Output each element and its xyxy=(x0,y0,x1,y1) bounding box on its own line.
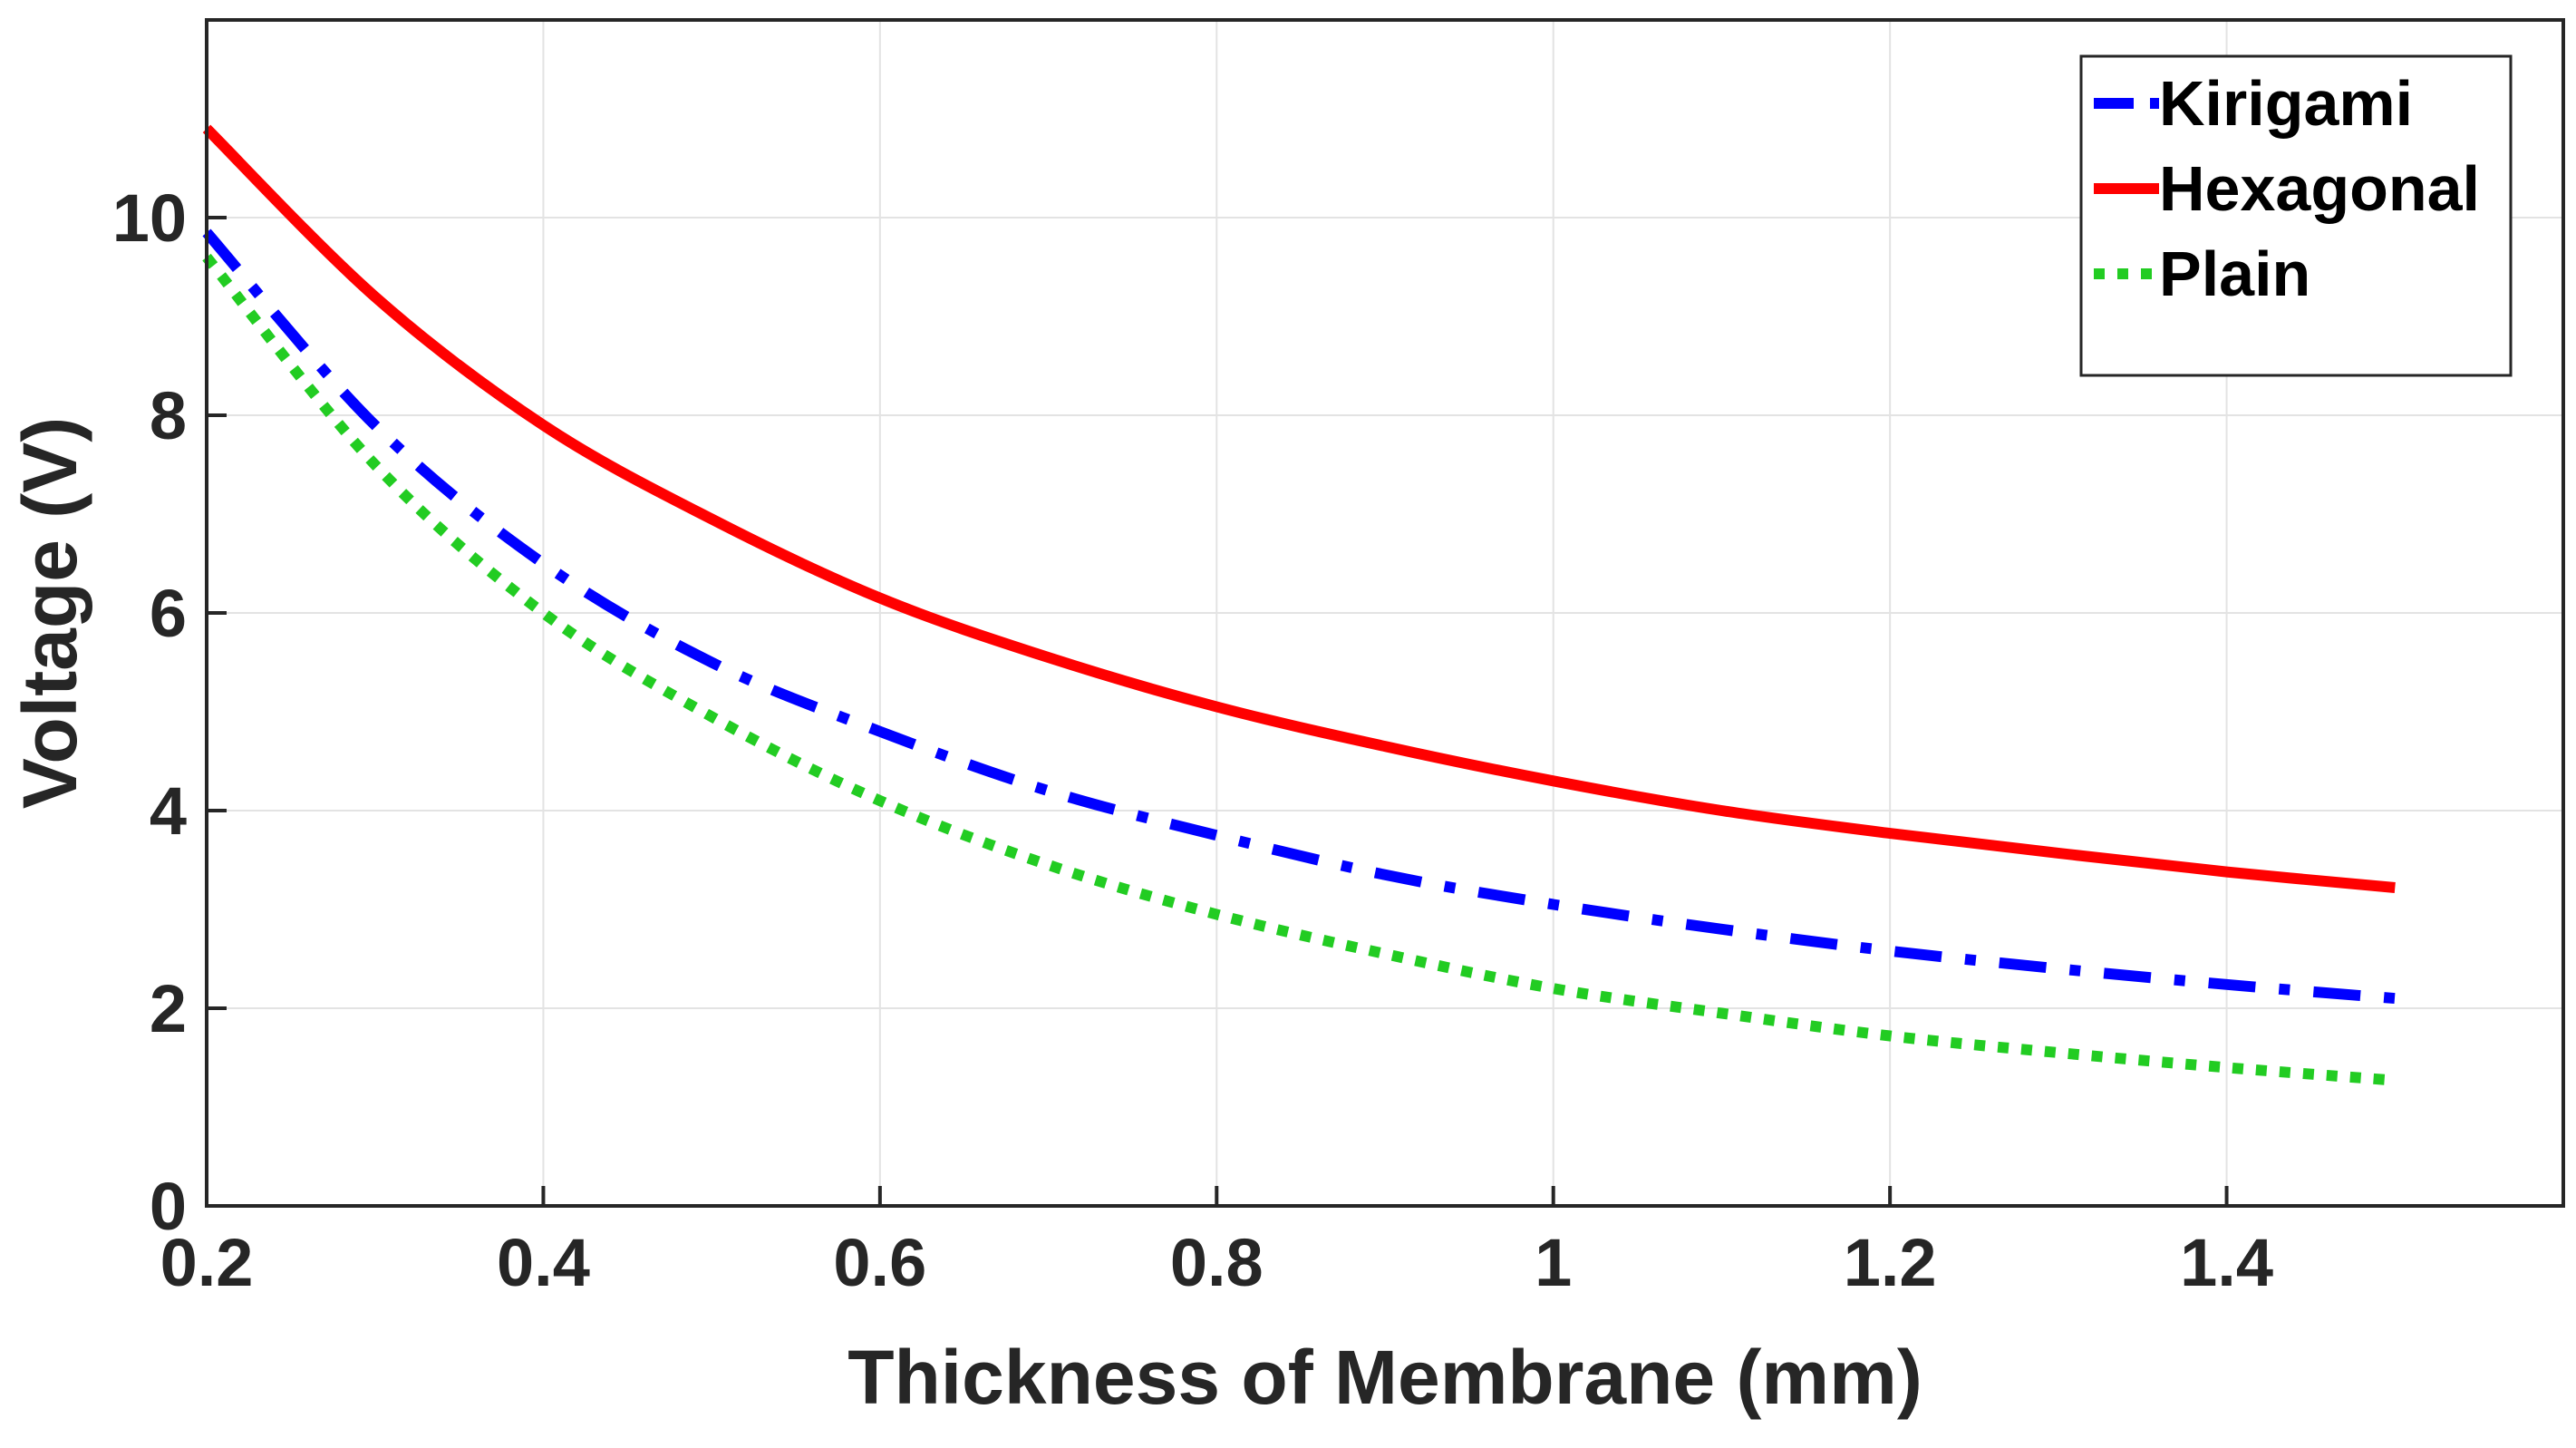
x-tick-label: 0.4 xyxy=(497,1225,590,1300)
series-line-plain xyxy=(202,253,2396,1086)
series-line-hexagonal xyxy=(202,124,2396,893)
x-tick-label: 0.8 xyxy=(1170,1225,1264,1300)
y-tick-label: 10 xyxy=(112,180,187,256)
legend: Kirigami Hexagonal Plain xyxy=(2079,54,2513,377)
tick-layer: 0.2 0.4 0.6 0.8 1 1.2 1.4 0 2 4 6 8 10 xyxy=(112,180,2273,1300)
x-tick-label: 0.6 xyxy=(833,1225,926,1300)
legend-label-plain: Plain xyxy=(2159,238,2310,309)
x-tick-label: 1.2 xyxy=(1844,1225,1937,1300)
x-tick-label: 0.2 xyxy=(160,1225,254,1300)
y-axis-title: Voltage (V) xyxy=(7,417,92,809)
x-axis-title: Thickness of Membrane (mm) xyxy=(847,1335,1922,1420)
legend-label-hexagonal: Hexagonal xyxy=(2159,153,2480,224)
y-tick-label: 6 xyxy=(150,576,187,651)
legend-box xyxy=(2079,54,2513,377)
x-tick-label: 1 xyxy=(1535,1225,1572,1300)
y-tick-label: 0 xyxy=(150,1169,187,1244)
series-layer xyxy=(202,124,2396,1086)
y-tick-label: 2 xyxy=(150,971,187,1046)
series-line-kirigami xyxy=(202,228,2396,1005)
y-tick-label: 8 xyxy=(150,378,187,453)
legend-label-kirigami: Kirigami xyxy=(2159,68,2413,139)
y-tick-label: 4 xyxy=(150,773,187,849)
x-tick-label: 1.4 xyxy=(2180,1225,2273,1300)
